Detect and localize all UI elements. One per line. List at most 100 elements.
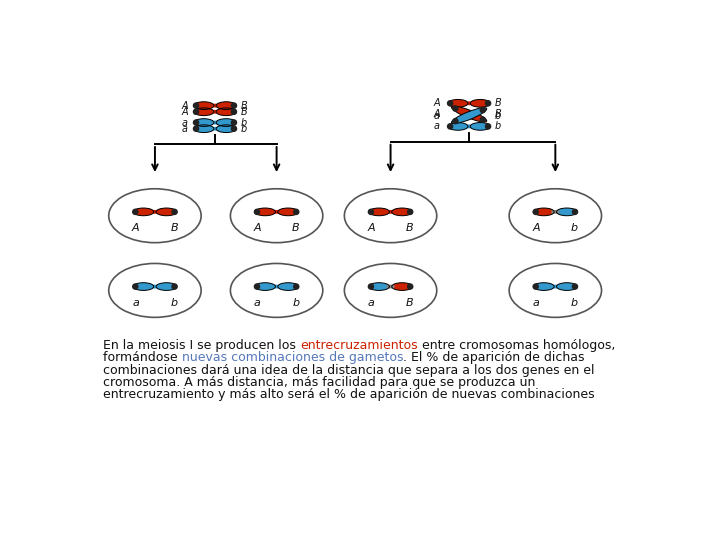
Ellipse shape [194, 125, 214, 132]
Ellipse shape [470, 123, 490, 130]
Ellipse shape [451, 107, 487, 124]
Text: b: b [495, 111, 501, 120]
Text: entrecruzamiento y más alto será el % de aparición de nuevas combinaciones: entrecruzamiento y más alto será el % de… [104, 388, 595, 401]
Ellipse shape [485, 123, 491, 130]
Text: B: B [240, 100, 247, 111]
Ellipse shape [171, 208, 178, 215]
Text: A: A [532, 224, 540, 233]
Ellipse shape [293, 284, 300, 290]
FancyBboxPatch shape [464, 102, 474, 105]
Ellipse shape [447, 100, 454, 106]
Text: entre cromosomas homólogos,: entre cromosomas homólogos, [418, 339, 615, 352]
Ellipse shape [109, 264, 201, 318]
Text: b: b [171, 298, 178, 308]
Text: a: a [182, 118, 188, 127]
Text: B: B [495, 98, 501, 109]
Ellipse shape [132, 208, 138, 215]
Ellipse shape [392, 208, 413, 215]
Ellipse shape [230, 119, 238, 126]
Text: b: b [571, 224, 578, 233]
Ellipse shape [216, 108, 236, 116]
Ellipse shape [368, 208, 374, 215]
FancyBboxPatch shape [552, 210, 559, 214]
Text: formándose: formándose [104, 351, 182, 364]
FancyBboxPatch shape [210, 110, 220, 114]
Text: combinaciones dará una idea de la distancia que separa a los dos genes en el: combinaciones dará una idea de la distan… [104, 363, 595, 376]
Ellipse shape [532, 208, 539, 215]
Ellipse shape [534, 283, 554, 291]
Ellipse shape [193, 119, 199, 126]
Ellipse shape [253, 284, 260, 290]
Ellipse shape [470, 99, 490, 107]
FancyBboxPatch shape [210, 104, 220, 107]
Text: b: b [240, 118, 247, 127]
Text: a: a [368, 298, 374, 308]
Ellipse shape [452, 118, 459, 124]
Ellipse shape [194, 102, 214, 110]
Ellipse shape [133, 208, 154, 215]
Ellipse shape [509, 264, 601, 318]
Text: a: a [132, 298, 139, 308]
Ellipse shape [293, 208, 300, 215]
Text: cromosoma. A más distancia, más facilidad para que se produzca un: cromosoma. A más distancia, más facilida… [104, 376, 536, 389]
Ellipse shape [193, 109, 199, 115]
Text: a: a [533, 298, 539, 308]
Text: a: a [182, 124, 188, 134]
Ellipse shape [485, 100, 491, 106]
Text: b: b [495, 122, 501, 131]
Ellipse shape [132, 284, 138, 290]
Text: a: a [434, 122, 440, 131]
Ellipse shape [452, 105, 459, 112]
Ellipse shape [344, 264, 437, 318]
Ellipse shape [230, 125, 238, 132]
Text: A: A [367, 224, 375, 233]
Ellipse shape [344, 189, 437, 242]
Text: a: a [434, 111, 440, 120]
Ellipse shape [448, 99, 468, 107]
FancyBboxPatch shape [150, 285, 160, 288]
Ellipse shape [392, 283, 413, 291]
Ellipse shape [109, 189, 201, 242]
Text: entrecruzamientos: entrecruzamientos [300, 339, 418, 352]
Ellipse shape [532, 284, 539, 290]
Text: B: B [240, 107, 247, 117]
Text: En la meiosis I se producen los: En la meiosis I se producen los [104, 339, 300, 352]
FancyBboxPatch shape [464, 125, 474, 129]
Ellipse shape [407, 284, 413, 290]
Ellipse shape [572, 284, 578, 290]
Ellipse shape [278, 283, 299, 291]
Ellipse shape [253, 208, 260, 215]
Ellipse shape [133, 283, 154, 291]
Ellipse shape [230, 264, 323, 318]
Text: A: A [433, 98, 440, 109]
Ellipse shape [230, 103, 238, 109]
Ellipse shape [216, 102, 236, 110]
FancyBboxPatch shape [210, 127, 220, 131]
Text: B: B [495, 109, 501, 119]
Text: A: A [181, 107, 188, 117]
Ellipse shape [407, 208, 413, 215]
Ellipse shape [448, 123, 468, 130]
Text: B: B [406, 224, 413, 233]
FancyBboxPatch shape [272, 210, 281, 214]
Text: A: A [253, 224, 261, 233]
FancyBboxPatch shape [386, 210, 395, 214]
Text: nuevas combinaciones de gametos: nuevas combinaciones de gametos [182, 351, 403, 364]
Ellipse shape [368, 284, 374, 290]
Ellipse shape [193, 125, 199, 132]
Ellipse shape [369, 208, 390, 215]
Text: b: b [571, 298, 578, 308]
Ellipse shape [451, 106, 487, 122]
Ellipse shape [557, 208, 577, 215]
Text: B: B [171, 224, 178, 233]
Ellipse shape [156, 208, 177, 215]
Ellipse shape [216, 125, 236, 132]
Ellipse shape [557, 283, 577, 291]
Ellipse shape [156, 283, 177, 291]
Ellipse shape [509, 189, 601, 242]
Ellipse shape [480, 116, 486, 123]
FancyBboxPatch shape [210, 120, 220, 125]
FancyBboxPatch shape [387, 285, 395, 288]
Ellipse shape [194, 119, 214, 126]
Ellipse shape [230, 189, 323, 242]
